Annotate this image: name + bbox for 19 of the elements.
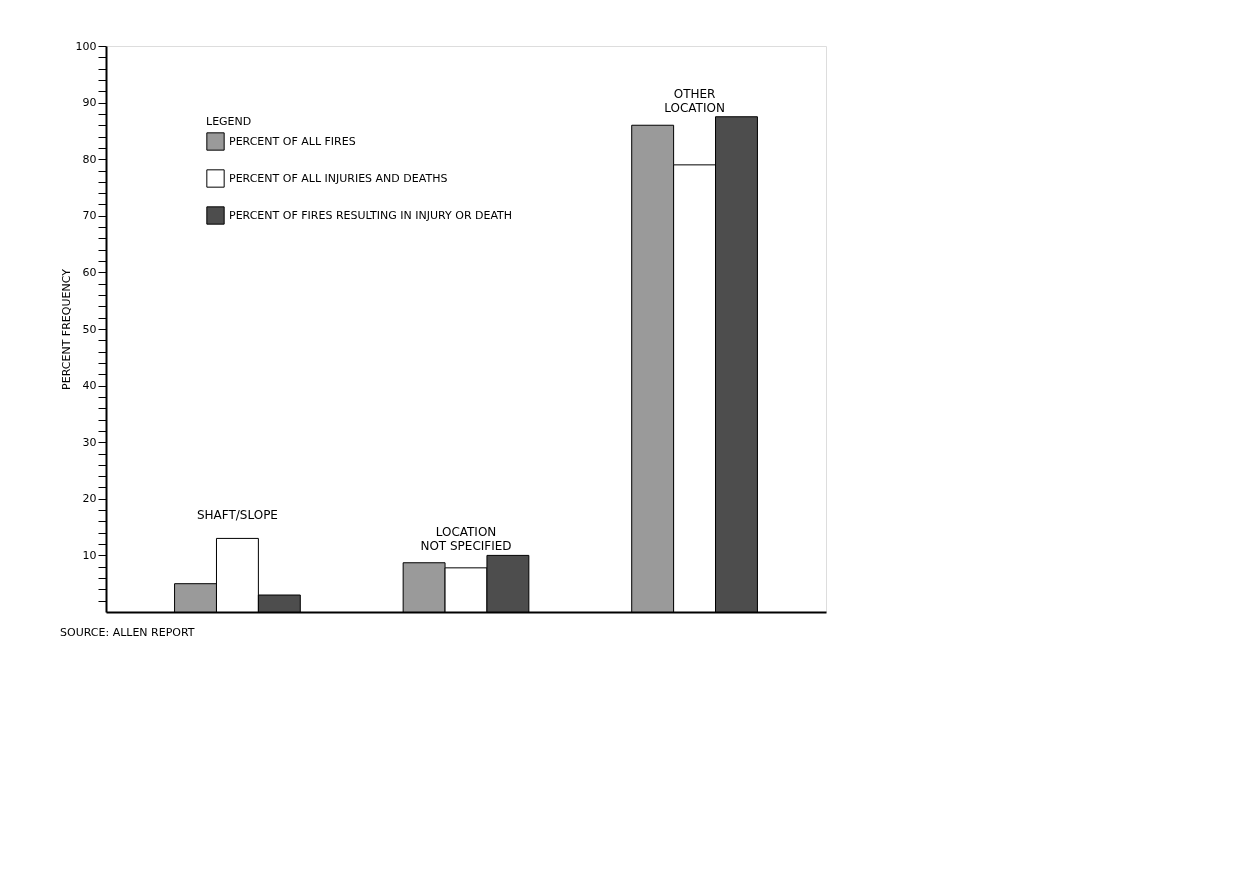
y-tick-label: 50 bbox=[82, 322, 97, 336]
y-tick-label: 90 bbox=[82, 96, 97, 110]
y-tick-label: 80 bbox=[82, 152, 97, 166]
source-note: SOURCE: ALLEN REPORT bbox=[60, 625, 195, 639]
legend-label: PERCENT OF ALL INJURIES AND DEATHS bbox=[229, 171, 448, 185]
y-tick-label: 60 bbox=[82, 265, 97, 279]
y-tick-label: 70 bbox=[82, 209, 97, 223]
legend-title: LEGEND bbox=[206, 115, 252, 128]
y-tick-label: 100 bbox=[75, 39, 97, 53]
x-tick-label: SHAFT/SLOPE bbox=[196, 508, 278, 523]
x-tick-label: LOCATION NOT SPECIFIED bbox=[420, 525, 512, 554]
y-tick-label: 30 bbox=[82, 435, 97, 449]
legend-label: PERCENT OF ALL FIRES bbox=[229, 134, 356, 148]
y-tick-label: 20 bbox=[82, 492, 97, 506]
y-axis-title: PERCENT FREQUENCY bbox=[59, 268, 73, 390]
x-tick-label: OTHER LOCATION bbox=[664, 86, 725, 115]
y-tick-label: 40 bbox=[82, 379, 97, 393]
legend-label: PERCENT OF FIRES RESULTING IN INJURY OR DEATH bbox=[229, 208, 513, 222]
y-tick-label: 10 bbox=[82, 548, 97, 562]
